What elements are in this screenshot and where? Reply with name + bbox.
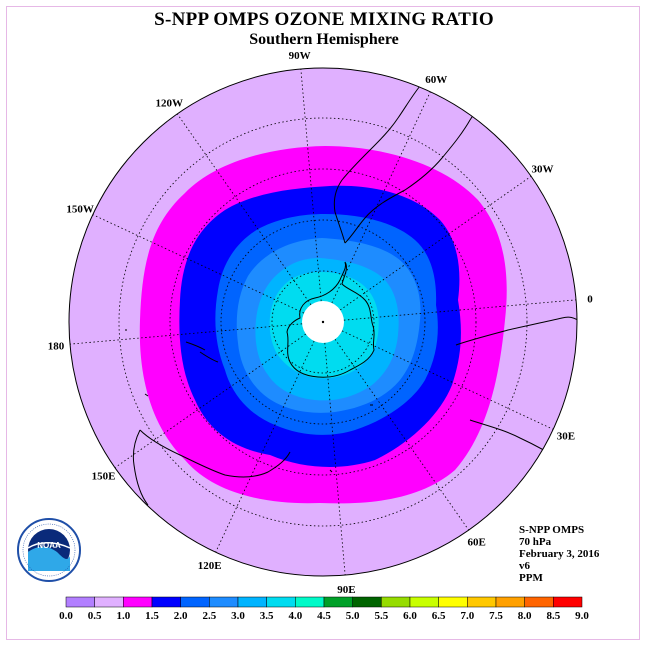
colorbar-tick-label: 1.5	[145, 610, 159, 622]
pressure-level-label: 70 hPa	[519, 536, 552, 548]
colorbar-tick-label: 6.5	[432, 610, 446, 622]
colorbar-tick-label: 4.0	[288, 610, 302, 622]
colorbar-tick-label: 0.0	[59, 610, 73, 622]
version-label: v6	[519, 560, 530, 572]
map-boundary	[68, 67, 578, 577]
colorbar-swatch	[266, 596, 296, 608]
colorbar-tick-label: 5.0	[346, 610, 360, 622]
colorbar-tick-label: 9.0	[575, 610, 589, 622]
longitude-label: 30E	[557, 430, 575, 442]
longitude-label: 60W	[425, 74, 447, 86]
colorbar-tick-label: 5.5	[374, 610, 388, 622]
longitude-label: 60E	[468, 537, 486, 549]
colorbar-tick-label: 3.5	[260, 610, 274, 622]
colorbar-swatch	[495, 596, 525, 608]
colorbar-swatch	[352, 596, 382, 608]
colorbar-swatch	[381, 596, 411, 608]
colorbar-tick-label: 4.5	[317, 610, 331, 622]
ozone-field	[69, 68, 577, 576]
date-label: February 3, 2016	[519, 548, 600, 560]
colorbar-swatch	[151, 596, 181, 608]
colorbar-tick-label: 1.0	[116, 610, 130, 622]
small-islands	[125, 329, 373, 473]
longitude-label: 180	[48, 340, 65, 352]
colorbar-tick-label: 8.0	[518, 610, 532, 622]
south-america-coast	[333, 85, 491, 244]
colorbar-tick-label: 2.5	[202, 610, 216, 622]
colorbar-swatch	[467, 596, 497, 608]
units-label: PPM	[519, 572, 543, 584]
australia-coast	[132, 429, 291, 506]
colorbar-swatch	[94, 596, 124, 608]
colorbar-tick-label: 6.0	[403, 610, 417, 622]
colorbar-tick-label: 0.5	[88, 610, 102, 622]
colorbar-swatch	[295, 596, 325, 608]
colorbar-tick-label: 7.5	[489, 610, 503, 622]
new-zealand-coast	[185, 341, 219, 363]
colorbar-swatch	[438, 596, 468, 608]
instrument-label: S-NPP OMPS	[519, 524, 585, 536]
longitude-labels: 90W 60W 30W 0 30E 60E 90E 120E 150E 180 150W 120W	[48, 50, 594, 596]
colorbar-swatch	[323, 596, 353, 608]
colorbar-tick-label: 7.0	[460, 610, 474, 622]
longitude-label: 0	[587, 294, 593, 306]
longitude-label: 120E	[198, 560, 222, 572]
longitude-label: 150W	[66, 204, 94, 216]
colorbar-swatch	[524, 596, 554, 608]
longitude-label: 90E	[337, 584, 355, 596]
longitude-label: 150E	[92, 471, 116, 483]
colorbar-swatch	[409, 596, 439, 608]
colorbar-swatch	[180, 596, 210, 608]
longitude-label: 120W	[156, 98, 184, 110]
colorbar-swatch	[209, 596, 239, 608]
colorbar-tick-label: 2.0	[174, 610, 188, 622]
colorbar-tick-label: 8.5	[546, 610, 560, 622]
south-pole-marker	[321, 320, 325, 324]
figure-frame	[6, 6, 640, 640]
colorbar-swatch	[65, 596, 95, 608]
longitude-label: 30W	[532, 163, 554, 175]
colorbar-swatch	[237, 596, 267, 608]
colorbar-swatch	[123, 596, 153, 608]
antarctica-coast	[286, 261, 375, 378]
info-block: S-NPP OMPS 70 hPa February 3, 2016 v6 PP…	[519, 524, 599, 584]
colorbar-tick-label: 3.0	[231, 610, 245, 622]
noaa-logo-text: NOAA	[37, 541, 61, 550]
graticule	[69, 68, 577, 576]
map-subtitle: Southern Hemisphere	[249, 31, 399, 48]
map-title: S-NPP OMPS OZONE MIXING RATIO	[154, 9, 494, 30]
colorbar-swatch	[553, 596, 583, 608]
longitude-label: 90W	[289, 50, 311, 62]
